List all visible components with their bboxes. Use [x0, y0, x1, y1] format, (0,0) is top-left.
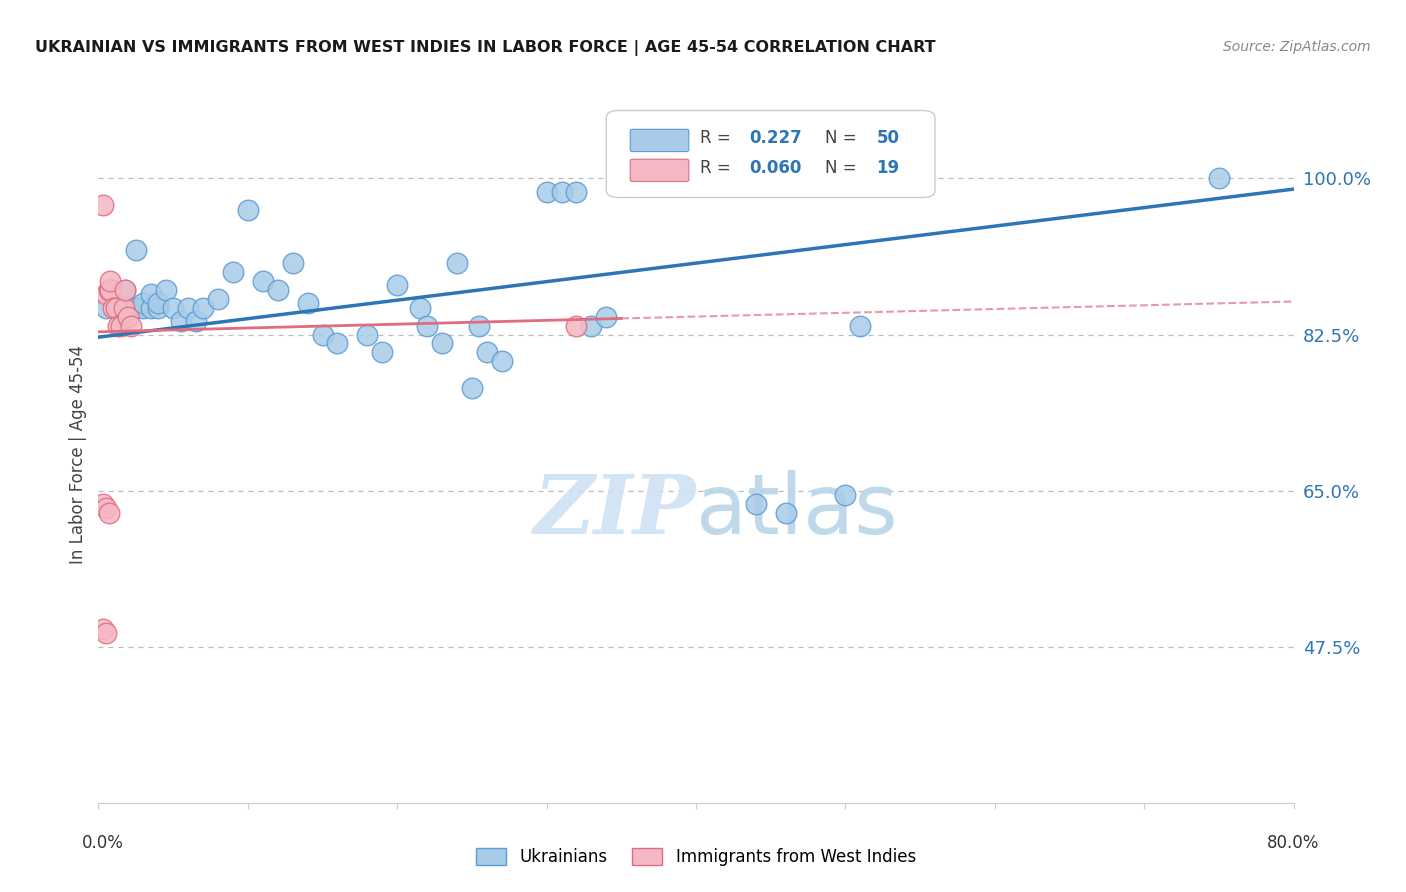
Point	[468, 318, 491, 333]
Point	[132, 296, 155, 310]
Text: ZIP: ZIP	[533, 471, 696, 550]
Point	[1208, 171, 1230, 186]
Point	[107, 318, 129, 333]
Point	[132, 301, 155, 315]
Point	[311, 327, 333, 342]
Point	[103, 283, 125, 297]
Point	[536, 185, 558, 199]
Point	[139, 287, 162, 301]
Point	[94, 626, 117, 640]
Point	[849, 318, 872, 333]
Point	[139, 301, 162, 315]
Point	[103, 301, 125, 315]
Point	[267, 283, 290, 297]
Point	[371, 345, 394, 359]
Point	[120, 301, 142, 315]
Point	[565, 318, 588, 333]
Point	[94, 287, 117, 301]
Legend: Ukrainians, Immigrants from West Indies: Ukrainians, Immigrants from West Indies	[468, 839, 924, 874]
Point	[114, 283, 136, 297]
Point	[98, 274, 122, 288]
Point	[775, 506, 797, 520]
FancyBboxPatch shape	[630, 129, 689, 152]
Point	[98, 283, 122, 297]
Point	[595, 310, 617, 324]
Y-axis label: In Labor Force | Age 45-54: In Labor Force | Age 45-54	[69, 345, 87, 565]
Point	[94, 501, 117, 516]
FancyBboxPatch shape	[630, 159, 689, 181]
Text: R =: R =	[700, 129, 735, 147]
Point	[834, 488, 856, 502]
Point	[326, 336, 349, 351]
Point	[356, 327, 378, 342]
Point	[408, 301, 430, 315]
Text: atlas: atlas	[696, 470, 897, 551]
Point	[385, 278, 409, 293]
Point	[191, 301, 214, 315]
Point	[162, 301, 184, 315]
Point	[236, 202, 259, 217]
Text: N =: N =	[825, 159, 862, 177]
Point	[105, 301, 128, 315]
Point	[222, 265, 245, 279]
Point	[252, 274, 274, 288]
Point	[416, 318, 439, 333]
Point	[281, 256, 304, 270]
Point	[91, 622, 114, 636]
Point	[297, 296, 319, 310]
Text: 50: 50	[876, 129, 900, 147]
FancyBboxPatch shape	[606, 111, 935, 197]
Point	[110, 318, 132, 333]
Point	[91, 497, 114, 511]
Point	[125, 243, 148, 257]
Point	[117, 310, 139, 324]
Point	[117, 301, 139, 315]
Text: 0.060: 0.060	[749, 159, 803, 177]
Point	[177, 301, 200, 315]
Point	[169, 314, 191, 328]
Text: 0.0%: 0.0%	[82, 834, 124, 852]
Point	[114, 283, 136, 297]
Point	[148, 301, 170, 315]
Point	[94, 301, 117, 315]
Point	[112, 301, 135, 315]
Point	[155, 283, 177, 297]
Point	[125, 301, 148, 315]
Text: UKRAINIAN VS IMMIGRANTS FROM WEST INDIES IN LABOR FORCE | AGE 45-54 CORRELATION : UKRAINIAN VS IMMIGRANTS FROM WEST INDIES…	[35, 40, 936, 56]
Text: Source: ZipAtlas.com: Source: ZipAtlas.com	[1223, 40, 1371, 54]
Point	[120, 318, 142, 333]
Point	[97, 506, 120, 520]
Text: 80.0%: 80.0%	[1267, 834, 1320, 852]
Text: N =: N =	[825, 129, 862, 147]
Point	[446, 256, 468, 270]
Point	[148, 296, 170, 310]
Point	[184, 314, 207, 328]
Point	[430, 336, 453, 351]
Point	[461, 381, 484, 395]
Text: R =: R =	[700, 159, 735, 177]
Point	[207, 292, 229, 306]
Point	[91, 198, 114, 212]
Point	[491, 354, 513, 368]
Point	[97, 283, 120, 297]
Point	[475, 345, 498, 359]
Point	[550, 185, 572, 199]
Point	[581, 318, 603, 333]
Point	[110, 301, 132, 315]
Text: 0.227: 0.227	[749, 129, 803, 147]
Text: 19: 19	[876, 159, 900, 177]
Point	[565, 185, 588, 199]
Point	[745, 497, 768, 511]
